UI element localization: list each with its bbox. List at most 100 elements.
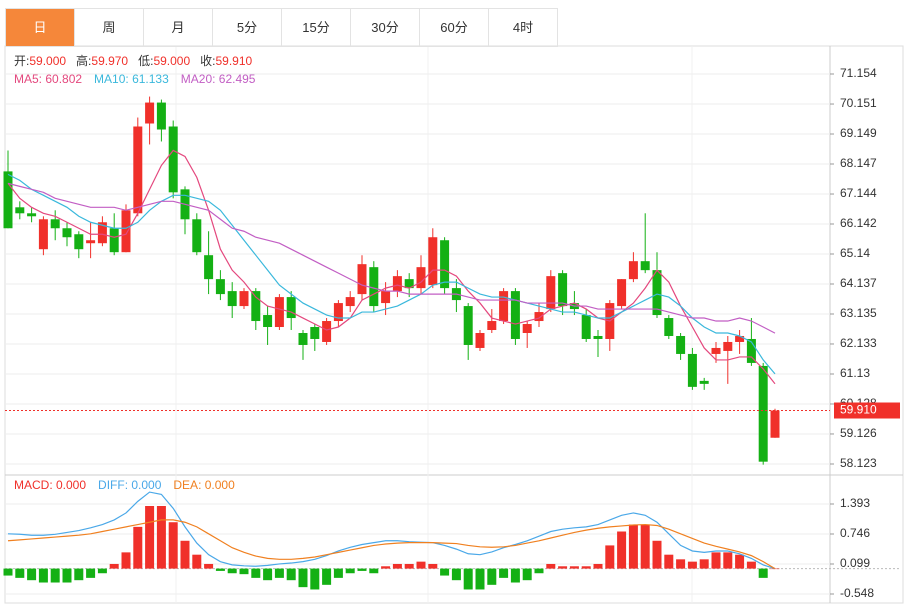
macd-bar	[416, 561, 426, 569]
legend-entry: MACD: 0.000	[14, 478, 86, 492]
macd-bar	[569, 566, 579, 569]
macd-bar	[392, 563, 402, 569]
period-tab[interactable]: 30分	[351, 9, 420, 46]
candle-body	[758, 365, 768, 462]
y-tick-label: 58.123	[840, 456, 877, 470]
macd-bar	[204, 563, 214, 569]
candle-body	[687, 353, 697, 387]
macd-bar	[97, 568, 107, 574]
macd-bar	[50, 568, 60, 583]
legend-entry: DIFF: 0.000	[98, 478, 162, 492]
macd-bar	[369, 568, 379, 574]
macd-bar	[440, 568, 450, 576]
macd-bar	[428, 563, 438, 569]
macd-bar	[345, 568, 355, 574]
macd-bar	[558, 566, 568, 569]
last-price-box	[834, 402, 900, 419]
candle-body	[133, 126, 143, 214]
period-tab[interactable]: 日	[6, 9, 75, 46]
y-tick-label: 68.147	[840, 156, 877, 170]
macd-bar	[298, 568, 308, 588]
candle-body	[510, 291, 520, 339]
macd-bar	[652, 540, 662, 569]
y-tick-label: -0.548	[840, 586, 874, 600]
candle-body	[628, 261, 638, 280]
candle-body	[746, 338, 756, 363]
candle-body	[522, 324, 532, 333]
macd-bar	[593, 563, 603, 569]
candle-body	[652, 270, 662, 316]
macd-bar	[274, 568, 284, 578]
candle-body	[38, 219, 48, 250]
macd-bar	[357, 568, 367, 571]
macd-bar	[605, 545, 615, 569]
info-label: 收:	[200, 54, 215, 68]
candle-body	[428, 237, 438, 286]
candle-body	[487, 321, 497, 331]
macd-bar	[322, 568, 332, 585]
candle-body	[27, 213, 37, 217]
period-tab[interactable]: 60分	[420, 9, 489, 46]
candle-body	[770, 410, 780, 438]
y-tick-label: 70.151	[840, 96, 877, 110]
macd-bar	[522, 568, 532, 581]
macd-bar	[404, 563, 414, 569]
macd-bar	[38, 568, 48, 583]
candle-body	[723, 341, 733, 351]
last-price-label: 59.910	[840, 403, 877, 417]
period-tab[interactable]: 15分	[282, 9, 351, 46]
candle-body	[121, 210, 131, 253]
macd-bar	[546, 563, 556, 569]
legend-entry: MA5: 60.802	[14, 72, 82, 86]
line-series	[7, 491, 776, 570]
candle-body	[499, 291, 509, 322]
y-tick-label: 69.149	[840, 126, 877, 140]
candle-body	[369, 267, 379, 307]
candle-body	[345, 297, 355, 307]
line-series	[7, 149, 776, 385]
candle-body	[381, 291, 391, 304]
candle-body	[215, 279, 225, 295]
candle-body	[204, 255, 214, 280]
y-tick-label: 0.746	[840, 526, 870, 540]
y-tick-label: 66.142	[840, 216, 877, 230]
macd-bar	[3, 568, 13, 576]
macd-bar	[723, 552, 733, 569]
macd-bar	[487, 568, 497, 585]
candle-body	[593, 335, 603, 339]
macd-bar	[109, 563, 119, 569]
macd-bar	[711, 552, 721, 569]
candle-body	[534, 312, 544, 322]
period-tab[interactable]: 4时	[489, 9, 558, 46]
macd-bar	[310, 568, 320, 590]
period-tab[interactable]: 月	[144, 9, 213, 46]
macd-bar	[581, 566, 591, 569]
macd-bar	[263, 568, 273, 581]
candle-body	[357, 264, 367, 295]
y-tick-label: 63.135	[840, 306, 877, 320]
line-series	[7, 519, 776, 570]
info-label: 低:	[138, 54, 153, 68]
candle-body	[286, 297, 296, 319]
macd-bar	[381, 566, 391, 569]
macd-bar	[74, 568, 84, 581]
macd-bar	[534, 568, 544, 574]
candle-body	[711, 347, 721, 354]
macd-bar	[239, 568, 249, 575]
candle-body	[322, 321, 332, 342]
macd-bar	[499, 568, 509, 578]
macd-bar	[121, 552, 131, 569]
candle-body	[333, 303, 343, 322]
candle-body	[676, 335, 686, 354]
y-tick-label: 67.144	[840, 186, 877, 200]
candle-body	[463, 306, 473, 345]
macd-bar	[286, 568, 296, 581]
y-tick-label: 71.154	[840, 66, 877, 80]
macd-bar	[628, 524, 638, 569]
macd-bar	[735, 554, 745, 569]
period-tab[interactable]: 周	[75, 9, 144, 46]
candle-body	[156, 102, 166, 130]
period-tab[interactable]: 5分	[213, 9, 282, 46]
